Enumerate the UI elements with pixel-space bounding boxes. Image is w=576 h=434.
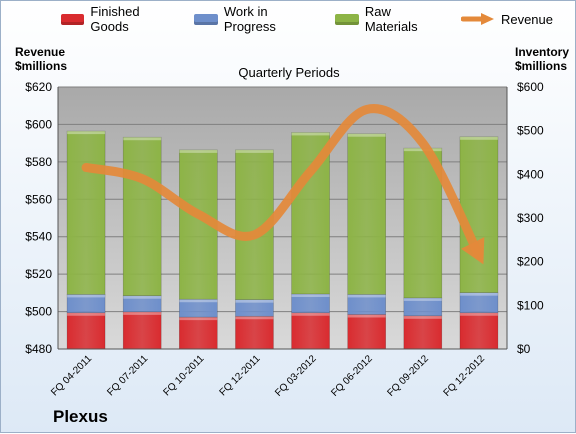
bar-finished-goods: [235, 316, 273, 349]
right-tick-label: $300: [517, 211, 544, 225]
left-tick-label: $620: [25, 80, 52, 94]
bar-raw-materials: [123, 137, 161, 296]
x-tick-label: FQ 09-2012: [385, 353, 431, 399]
x-tick-label: FQ 06-2012: [329, 353, 375, 399]
bar-finished-goods-cap: [123, 312, 161, 315]
x-tick-label: FQ 03-2012: [273, 353, 319, 399]
bar-raw-materials-cap: [179, 150, 217, 153]
left-tick-label: $540: [25, 230, 52, 244]
bar-work-in-progress-cap: [67, 294, 105, 297]
x-tick-label: FQ 04-2011: [49, 353, 94, 398]
bar-finished-goods: [404, 316, 442, 349]
bar-raw-materials: [348, 134, 386, 295]
left-tick-label: $560: [25, 192, 52, 206]
bar-work-in-progress-cap: [404, 298, 442, 301]
bar-finished-goods-cap: [460, 313, 498, 316]
bar-work-in-progress-cap: [179, 299, 217, 302]
bar-finished-goods-cap: [292, 313, 330, 316]
bar-raw-materials-cap: [348, 134, 386, 137]
x-tick-label: FQ 12-2012: [442, 353, 488, 399]
right-tick-label: $500: [517, 124, 544, 138]
bar-work-in-progress-cap: [292, 294, 330, 297]
right-tick-label: $100: [517, 298, 544, 312]
left-tick-label: $600: [25, 117, 52, 131]
left-tick-label: $520: [25, 267, 52, 281]
bar-finished-goods-cap: [67, 313, 105, 316]
bar-work-in-progress-cap: [348, 294, 386, 297]
right-tick-label: $600: [517, 80, 544, 94]
x-tick-label: FQ 10-2011: [161, 353, 206, 398]
left-tick-label: $500: [25, 305, 52, 319]
company-name: Plexus: [53, 407, 108, 427]
bar-finished-goods: [67, 313, 105, 349]
bar-work-in-progress-cap: [235, 300, 273, 303]
bar-finished-goods: [292, 313, 330, 349]
right-tick-label: $400: [517, 167, 544, 181]
left-tick-label: $580: [25, 155, 52, 169]
right-tick-label: $200: [517, 255, 544, 269]
bar-raw-materials: [460, 137, 498, 293]
bar-finished-goods: [179, 317, 217, 349]
bar-raw-materials-cap: [67, 131, 105, 134]
bar-finished-goods: [460, 313, 498, 349]
bar-finished-goods: [123, 312, 161, 349]
bar-finished-goods-cap: [179, 317, 217, 320]
bar-finished-goods-cap: [235, 316, 273, 319]
bar-finished-goods-cap: [348, 315, 386, 318]
bar-finished-goods-cap: [404, 316, 442, 319]
left-tick-label: $480: [25, 342, 52, 356]
bar-work-in-progress-cap: [460, 293, 498, 296]
bar-work-in-progress: [460, 293, 498, 313]
bar-raw-materials-cap: [460, 137, 498, 140]
bar-work-in-progress: [348, 294, 386, 314]
right-tick-label: $0: [517, 342, 531, 356]
bar-finished-goods: [348, 315, 386, 349]
bar-raw-materials-cap: [235, 150, 273, 153]
bar-raw-materials: [67, 131, 105, 294]
bar-raw-materials-cap: [292, 132, 330, 135]
bar-raw-materials-cap: [123, 137, 161, 140]
x-tick-label: FQ 07-2011: [105, 353, 150, 398]
x-tick-label: FQ 12-2011: [218, 353, 263, 398]
bar-work-in-progress-cap: [123, 296, 161, 299]
